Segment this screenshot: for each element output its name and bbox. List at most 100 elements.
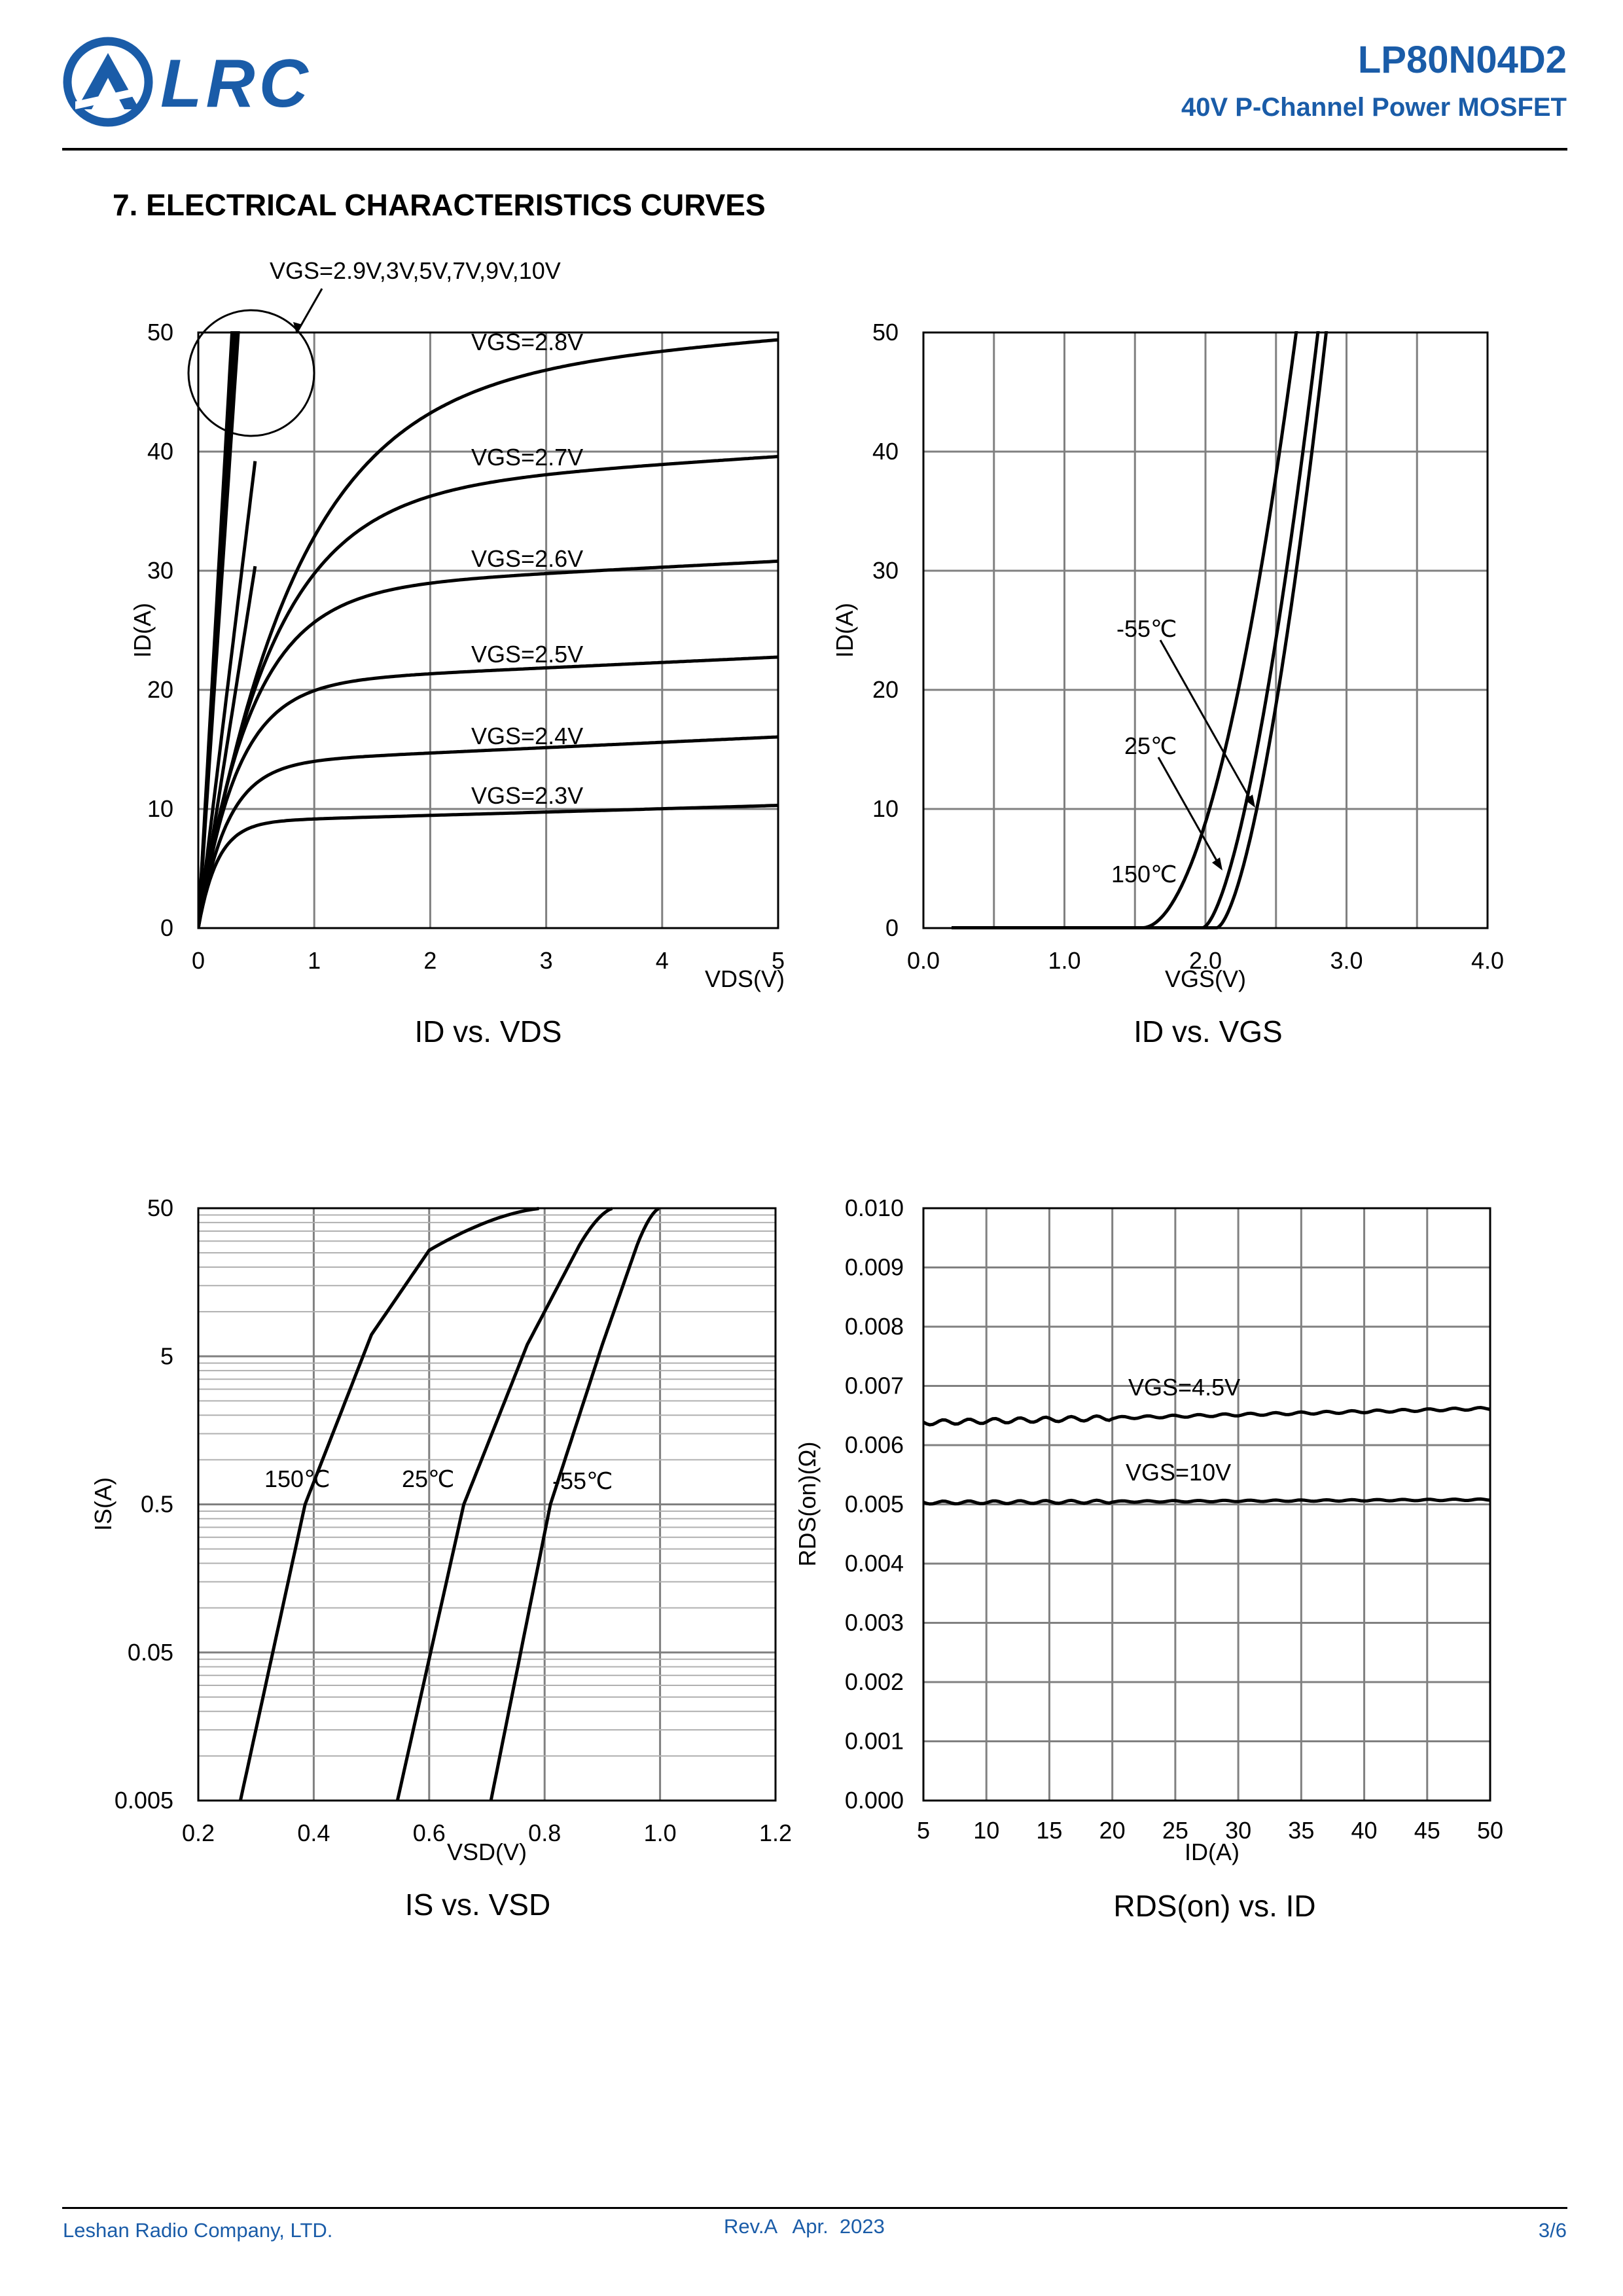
x-tick-label: 1 <box>308 947 321 974</box>
part-number: LP80N04D2 <box>1357 39 1567 81</box>
y-tick-label: 0.002 <box>845 1668 904 1695</box>
chart-caption: ID vs. VDS <box>415 1014 562 1049</box>
plot-frame <box>197 331 779 929</box>
series-label: -55℃ <box>552 1467 613 1494</box>
chart-caption: IS vs. VSD <box>405 1888 550 1922</box>
series-label: VGS=2.5V <box>471 641 583 668</box>
label-arrow-m55 <box>1159 639 1253 802</box>
y-axis-label: IS(A) <box>90 1477 116 1531</box>
y-tick-label: 0.05 <box>128 1639 173 1666</box>
x-tick-label: 15 <box>1036 1817 1062 1844</box>
curve-vgs-2-8v <box>198 338 778 929</box>
plot-frame <box>922 1207 1491 1802</box>
x-tick-label: 0.6 <box>413 1820 446 1846</box>
curve-vgs-2-5v <box>198 655 778 929</box>
logo-text: LRC <box>160 46 312 122</box>
x-axis-label: VGS(V) <box>1165 965 1246 992</box>
y-tick-label: 0.008 <box>845 1313 904 1340</box>
x-tick-label: 45 <box>1414 1817 1440 1844</box>
curve-series-0 <box>922 1405 1491 1427</box>
x-tick-label: 5 <box>772 947 785 974</box>
y-tick-label: 0.001 <box>845 1728 904 1755</box>
series-label: VGS=2.8V <box>471 329 583 355</box>
y-tick-label: 0.005 <box>845 1491 904 1518</box>
curve-vgs-2-3v <box>198 804 778 929</box>
y-tick-label: 10 <box>872 795 899 822</box>
curve-series-1 <box>923 1497 1491 1506</box>
footer-revision: Rev.A Apr. 2023 <box>724 2215 885 2238</box>
x-tick-label: 35 <box>1288 1817 1314 1844</box>
x-tick-label: 0.2 <box>182 1820 215 1846</box>
series-label: VGS=10V <box>1126 1459 1231 1486</box>
x-tick-label: 40 <box>1351 1817 1378 1844</box>
y-tick-label: 40 <box>872 438 899 465</box>
x-axis-label: VDS(V) <box>705 965 785 992</box>
y-tick-label: 0.006 <box>845 1431 904 1458</box>
y-tick-label: 0.004 <box>845 1550 904 1577</box>
y-tick-label: 0.5 <box>141 1491 173 1518</box>
y-tick-label: 0.003 <box>845 1609 904 1636</box>
curve-vgs-10v <box>198 331 234 929</box>
series-label: VGS=2.4V <box>471 723 583 749</box>
x-tick-label: 1.0 <box>1048 947 1080 974</box>
y-tick-label: 20 <box>872 676 899 703</box>
y-tick-label: 0 <box>160 914 173 941</box>
chart-id-vs-vds: 0 1 2 3 4 501020304050VGS=2.3VVGS=2.4VVGS=2.5… <box>129 257 785 1049</box>
footer-page-number: 3/6 <box>1538 2219 1567 2242</box>
x-tick-label: 2.0 <box>1189 947 1222 974</box>
x-tick-label: 0.8 <box>528 1820 561 1846</box>
series-label: 150℃ <box>264 1465 330 1492</box>
series-label: VGS=2.6V <box>471 545 583 572</box>
y-tick-label: 0.010 <box>845 1194 904 1221</box>
curve-temp-0 <box>238 1207 539 1801</box>
x-tick-label: 0.4 <box>297 1820 330 1846</box>
y-tick-label: 20 <box>147 676 173 703</box>
y-tick-label: 50 <box>872 319 899 346</box>
chart-is-vs-vsd: 0.005 0.05 0.5 5 50 0.2 0.4 0.6 0.8 1.0 1.2 150℃ 25℃… <box>90 1194 792 1922</box>
curve-temp-1 <box>395 1207 613 1801</box>
series-label: VGS=2.7V <box>471 444 583 471</box>
annotation-circle <box>187 309 315 437</box>
y-tick-label: 0.005 <box>115 1787 173 1814</box>
vgs-group-annotation: VGS=2.9V,3V,5V,7V,9V,10V <box>270 257 561 284</box>
y-tick-label: 40 <box>147 438 173 465</box>
chart-caption: ID vs. VGS <box>1133 1014 1282 1049</box>
y-tick-label: 0.000 <box>845 1787 904 1814</box>
curve-vgs-2-4v <box>198 735 778 929</box>
y-axis-label: RDS(on)(Ω) <box>794 1442 821 1567</box>
x-tick-label: 30 <box>1225 1817 1251 1844</box>
annotation-arrow-line <box>297 288 323 331</box>
x-tick-label: 1.2 <box>759 1820 792 1846</box>
y-tick-label: 5 <box>160 1342 173 1369</box>
curve-vgs-2-6v <box>198 559 778 929</box>
series-label: 150℃ <box>1111 861 1177 888</box>
series-label: VGS=2.3V <box>471 782 583 809</box>
y-tick-label: 50 <box>147 1194 173 1221</box>
plot-frame <box>197 1207 777 1802</box>
footer-company: Leshan Radio Company, LTD. <box>63 2219 333 2242</box>
lrc-logo: LRC <box>63 37 312 127</box>
series-label: 25℃ <box>1124 732 1177 759</box>
y-axis-label: ID(A) <box>831 603 858 658</box>
x-tick-label: 3.0 <box>1330 947 1363 974</box>
section-title: 7. ELECTRICAL CHARACTERISTICS CURVES <box>113 188 766 222</box>
y-tick-label: 0.007 <box>845 1372 904 1399</box>
x-tick-label: 25 <box>1162 1817 1188 1844</box>
curve-temp-2 <box>489 1207 660 1801</box>
series-label: VGS=4.5V <box>1128 1374 1240 1401</box>
series-label: -55℃ <box>1116 615 1177 642</box>
x-tick-label: 10 <box>973 1817 999 1844</box>
chart-caption: RDS(on) vs. ID <box>1113 1889 1315 1923</box>
plot-frame <box>922 331 1489 929</box>
part-description: 40V P-Channel Power MOSFET <box>1181 93 1567 122</box>
y-tick-label: 0 <box>885 914 899 941</box>
series-label: 25℃ <box>402 1465 454 1492</box>
x-axis-label: ID(A) <box>1185 1839 1240 1865</box>
x-axis-label: VSD(V) <box>447 1839 527 1865</box>
x-tick-label: 3 <box>540 947 553 974</box>
x-tick-label: 5 <box>917 1817 930 1844</box>
x-tick-label: 2 <box>423 947 437 974</box>
x-tick-label: 0 <box>192 947 205 974</box>
annotation-arrowhead <box>293 322 302 334</box>
header-rule <box>62 148 1567 151</box>
